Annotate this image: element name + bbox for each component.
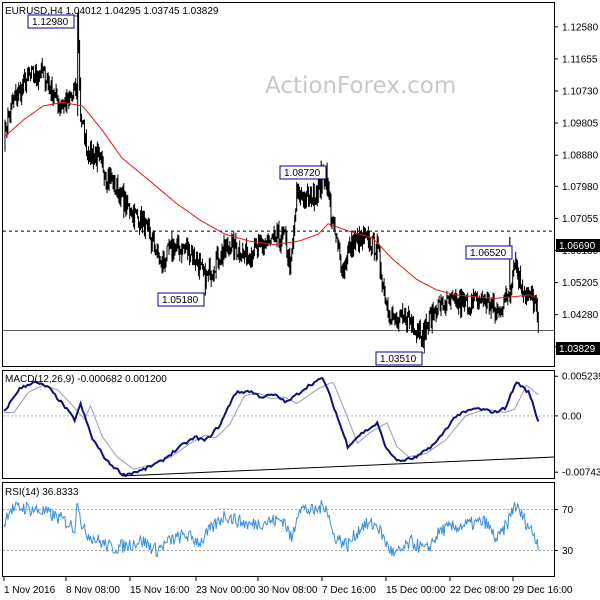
annotation-leader xyxy=(74,12,79,17)
x-tick-label: 7 Dec 16:00 xyxy=(322,585,376,596)
watermark: ActionForex.com xyxy=(265,73,456,99)
annotation-label: 1.03510 xyxy=(380,354,417,365)
macd-y-tick-label: 0.00 xyxy=(562,411,582,422)
annotation-box xyxy=(375,351,423,366)
x-tick-label: 30 Nov 08:00 xyxy=(258,585,318,596)
macd-signal-line xyxy=(4,381,539,470)
main-y-tick-label: 1.10730 xyxy=(562,86,599,97)
hline-label: 1.06690 xyxy=(559,241,596,252)
main-y-tick-label: 1.12580 xyxy=(562,22,599,33)
rsi-header: RSI(14) 36.8333 xyxy=(5,487,79,498)
main-header: EURUSD,H4 1.04012 1.04295 1.03745 1.0382… xyxy=(5,6,219,17)
moving-average-line xyxy=(3,101,539,299)
x-tick-label: 8 Nov 08:00 xyxy=(66,585,120,596)
x-tick-label: 15 Nov 16:00 xyxy=(130,585,190,596)
macd-y-tick-label: 0.005239 xyxy=(562,372,600,383)
main-y-tick-label: 1.04280 xyxy=(562,310,599,321)
x-tick-label: 29 Dec 16:00 xyxy=(513,585,573,596)
rsi-y-tick-label: 70 xyxy=(562,505,574,516)
main-y-tick-label: 1.05205 xyxy=(562,278,599,289)
current-price-label: 1.03829 xyxy=(559,344,596,355)
macd-panel xyxy=(2,370,555,479)
x-tick-label: 1 Nov 2016 xyxy=(4,585,56,596)
annotation-box xyxy=(279,165,327,180)
main-panel xyxy=(2,2,555,367)
annotation-label: 1.05180 xyxy=(162,295,199,306)
rsi-panel xyxy=(2,482,555,577)
macd-y-tick-label: -0.007433 xyxy=(562,468,600,479)
macd-trendline xyxy=(121,456,556,477)
annotation-box xyxy=(157,292,205,307)
annotation-label: 1.12980 xyxy=(32,17,69,28)
x-tick-label: 23 Nov 00:00 xyxy=(196,585,256,596)
annotation-label: 1.06520 xyxy=(470,248,507,259)
main-y-tick-label: 1.11655 xyxy=(562,54,598,65)
macd-line xyxy=(3,376,540,478)
x-tick-label: 22 Dec 08:00 xyxy=(450,585,510,596)
main-y-tick-label: 1.08880 xyxy=(562,151,599,162)
hline-label-box xyxy=(556,239,600,252)
annotation-leader xyxy=(422,341,425,354)
main-y-tick-label: 1.09805 xyxy=(562,119,599,130)
rsi-y-tick-label: 30 xyxy=(562,546,574,557)
x-tick-label: 15 Dec 00:00 xyxy=(386,585,446,596)
annotation-box xyxy=(27,14,75,29)
rsi-line xyxy=(3,499,539,558)
main-y-tick-label: 1.07980 xyxy=(562,182,599,193)
annotation-label: 1.08720 xyxy=(284,168,321,179)
main-y-tick-label: 1.07055 xyxy=(562,214,599,225)
macd-header: MACD(12,26,9) -0.000682 0.001200 xyxy=(5,374,167,385)
current-label-box xyxy=(556,342,600,355)
annotation-box xyxy=(465,245,513,260)
